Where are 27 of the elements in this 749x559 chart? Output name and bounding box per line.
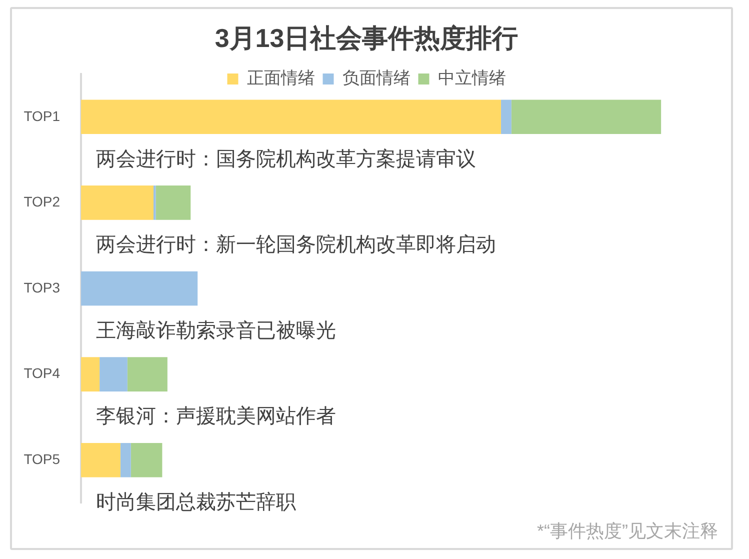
legend-label: 中立情绪 xyxy=(438,68,506,88)
legend-label: 负面情绪 xyxy=(342,68,410,88)
y-tick-label: TOP3 xyxy=(24,279,60,296)
y-tick-label: TOP2 xyxy=(24,194,60,210)
bar xyxy=(100,357,128,392)
bar xyxy=(500,100,512,134)
y-tick-label: TOP4 xyxy=(24,365,60,382)
chart-title: 3月13日社会事件热度排行 xyxy=(214,22,518,53)
annotation: 时尚集团总裁苏芒辞职 xyxy=(96,492,296,514)
y-tick-label: TOP5 xyxy=(24,450,60,467)
annotation: 两会进行时：国务院机构改革方案提请审议 xyxy=(96,147,476,170)
bar xyxy=(81,100,501,134)
bar xyxy=(81,442,120,478)
bar xyxy=(81,186,154,220)
bar xyxy=(127,357,168,392)
text: *“事件热度”见文末注释 xyxy=(537,520,718,541)
annotation: 王海敲诈勒索录音已被曝光 xyxy=(96,320,336,342)
annotation: 李银河：声援耽美网站作者 xyxy=(96,404,336,428)
bar xyxy=(81,271,198,306)
bar xyxy=(120,442,131,478)
bar xyxy=(511,100,662,134)
legend-label: 正面情绪 xyxy=(246,68,315,88)
bar xyxy=(156,186,191,220)
bar xyxy=(130,442,162,478)
annotation: 两会进行时：新一轮国务院机构改革即将启动 xyxy=(96,234,496,256)
y-tick-label: TOP1 xyxy=(24,108,60,124)
bar xyxy=(81,357,100,392)
